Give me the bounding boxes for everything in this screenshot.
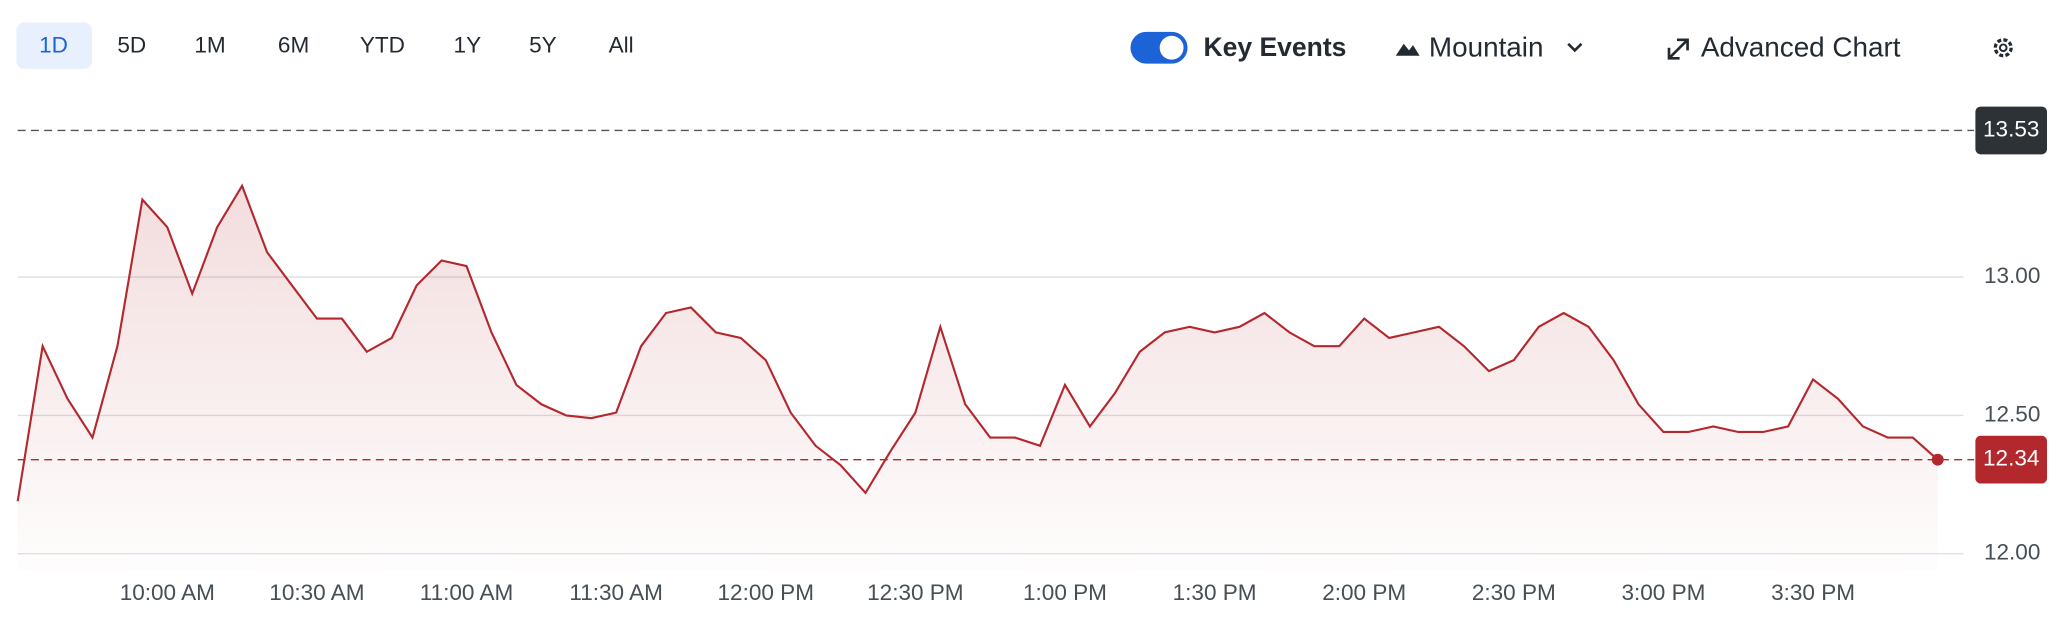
last-price-label: 12.34 [1983, 446, 2039, 471]
range-button[interactable]: YTD [360, 32, 405, 57]
range-button[interactable]: All [609, 32, 634, 57]
range-button[interactable]: 1M [194, 32, 225, 57]
chevron [1567, 42, 1583, 53]
x-tick-label: 12:00 PM [718, 580, 814, 605]
x-tick-label: 12:30 PM [867, 580, 963, 605]
mountain-icon [1395, 43, 1420, 56]
x-tick-label: 2:00 PM [1322, 580, 1406, 605]
reference-label: 13.53 [1983, 116, 2039, 141]
x-tick-label: 11:30 AM [569, 580, 663, 605]
area [17, 185, 1938, 571]
x-tick-label: 10:30 AM [269, 580, 364, 605]
expand-icon [1667, 38, 1689, 60]
toolbar: 1D 5D 1M 6M YTD 1Y 5Y All Key Events Mou… [16, 22, 2013, 69]
price-line [16, 183, 1939, 502]
last-point [1931, 453, 1944, 466]
settings-icon[interactable] [1993, 38, 2013, 58]
range-button[interactable]: 6M [278, 32, 309, 57]
x-tick-label: 11:00 AM [420, 580, 514, 605]
y-tick-label: 12.00 [1984, 540, 2040, 565]
toggle-knob [1159, 35, 1184, 60]
range-button[interactable]: 1Y [454, 32, 482, 57]
x-tick-label: 2:30 PM [1472, 580, 1556, 605]
active-range-bg [16, 22, 92, 69]
x-tick-label: 3:30 PM [1771, 580, 1855, 605]
x-tick-label: 1:30 PM [1173, 580, 1257, 605]
y-tick-label: 12.50 [1984, 401, 2040, 426]
x-tick-label: 10:00 AM [120, 580, 215, 605]
settings-icon-center [1998, 43, 2008, 53]
y-tick-label: 13.00 [1984, 263, 2040, 288]
x-tick-label: 3:00 PM [1621, 580, 1705, 605]
range-button[interactable]: 1D [39, 32, 68, 57]
chart-style[interactable]: Mountain [1429, 31, 1544, 62]
reference-label-bg [1975, 106, 2048, 155]
key-events[interactable]: Key Events [1203, 32, 1346, 62]
range-button[interactable]: 5Y [529, 32, 557, 57]
advanced-chart[interactable]: Advanced Chart [1701, 31, 1901, 62]
x-tick-label: 1:00 PM [1023, 580, 1107, 605]
range-button[interactable]: 5D [117, 32, 146, 57]
last-price-bg [1975, 435, 2048, 484]
